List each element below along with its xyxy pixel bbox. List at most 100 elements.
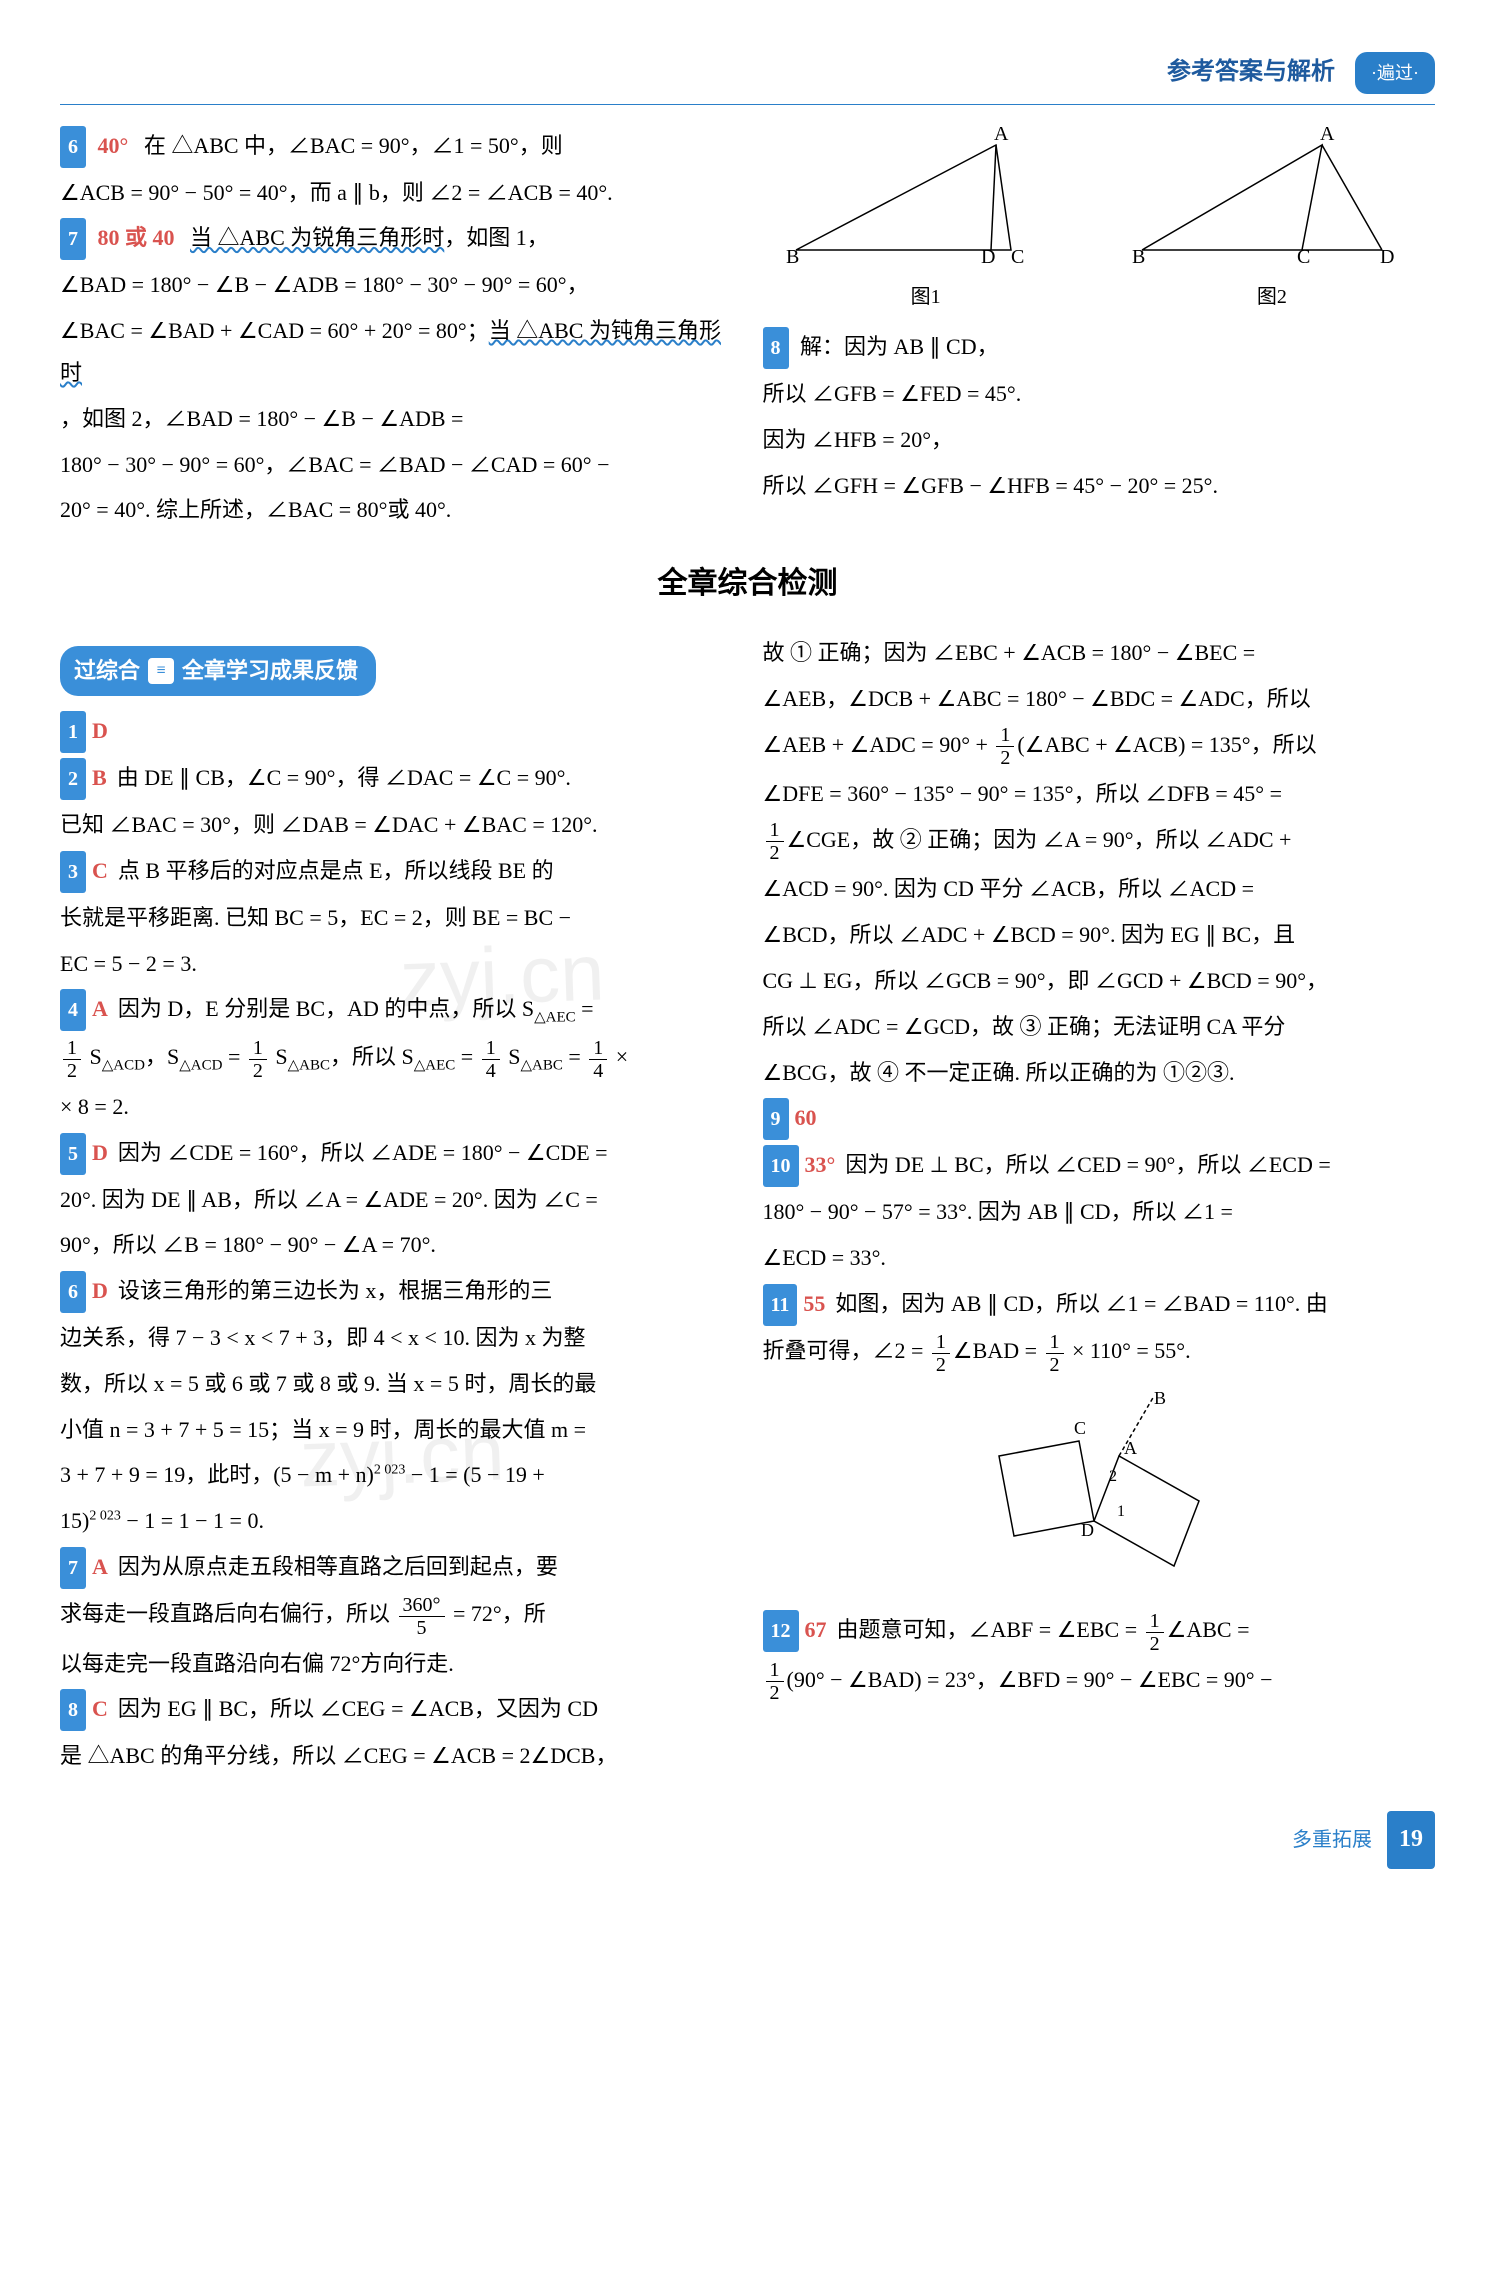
frac-half-r: 12 [996, 724, 1014, 769]
q7-t6: 20° = 40°. 综上所述，∠BAC = 80°或 40°. [60, 489, 733, 531]
q6-t5: 3 + 7 + 9 = 19，此时，(5 − m + n)2 023 − 1 =… [60, 1454, 733, 1496]
cont1: 故 ① 正确；因为 ∠EBC + ∠ACB = 180° − ∠BEC = [763, 632, 1436, 674]
q5-t2: 20°. 因为 DE ∥ AB，所以 ∠A = ∠ADE = 20°. 因为 ∠… [60, 1179, 733, 1221]
q2-t2: 已知 ∠BAC = 30°，则 ∠DAB = ∠DAC + ∠BAC = 120… [60, 804, 733, 846]
frac-half2: 12 [249, 1037, 267, 1082]
top-right-column: A B D C 图1 A B C D 图2 [763, 125, 1436, 536]
q6-t7: 15)2 023 − 1 = 1 − 1 = 0. [60, 1500, 733, 1542]
q4-num: 4 [60, 989, 86, 1031]
q4-frac-line: 12 S△ACD，S△ACD = 12 S△ABC，所以 S△AEC = 14 … [60, 1036, 733, 1081]
list-icon: ≡ [148, 658, 174, 684]
q6-text: 在 △ABC 中，∠BAC = 90°，∠1 = 50°，则 [144, 133, 563, 158]
q6-answer: 40° [98, 133, 129, 158]
q10-num: 10 [763, 1145, 799, 1187]
q8-t2: 是 △ABC 的角平分线，所以 ∠CEG = ∠ACB = 2∠DCB， [60, 1735, 733, 1777]
frac-360-5: 360°5 [399, 1594, 445, 1639]
svg-text:1: 1 [1117, 1503, 1125, 1520]
frac-half-r3: 12 [932, 1331, 950, 1376]
cont2: ∠AEB，∠DCB + ∠ABC = 180° − ∠BDC = ∠ADC，所以 [763, 678, 1436, 720]
svg-text:A: A [1320, 125, 1335, 145]
q7-number: 7 [60, 218, 86, 260]
top-section: 6 40° 在 △ABC 中，∠BAC = 90°，∠1 = 50°，则 ∠AC… [60, 125, 1435, 536]
q9: 960 [763, 1097, 1436, 1140]
q5: 5D因为 ∠CDE = 160°，所以 ∠ADE = 180° − ∠CDE = [60, 1132, 733, 1175]
q7-t3a: ∠BAC = ∠BAD + ∠CAD = 60° + 20° = 80°；当 △… [60, 310, 733, 394]
cont6: ∠ACD = 90°. 因为 CD 平分 ∠ACB，所以 ∠ACD = [763, 868, 1436, 910]
q7b: 7A因为从原点走五段相等直路之后回到起点，要 [60, 1546, 733, 1589]
q10-ans: 33° [805, 1152, 836, 1177]
cont8: CG ⊥ EG，所以 ∠GCB = 90°，即 ∠GCD + ∠BCD = 90… [763, 960, 1436, 1002]
q8-t1: 解：因为 AB ∥ CD， [800, 334, 999, 359]
q1-num: 1 [60, 711, 86, 753]
frac-quarter2: 14 [589, 1037, 607, 1082]
frac-half-r5: 12 [1146, 1610, 1164, 1655]
cont5: 12∠CGE，故 ② 正确；因为 ∠A = 90°，所以 ∠ADC + [763, 819, 1436, 864]
svg-text:B: B [1132, 246, 1145, 265]
svg-text:2: 2 [1109, 1468, 1117, 1485]
q4-ans: A [92, 996, 108, 1021]
q4: 4A因为 D，E 分别是 BC，AD 的中点，所以 S△AEC = [60, 988, 733, 1032]
q10: 1033°因为 DE ⊥ BC，所以 ∠CED = 90°，所以 ∠ECD = [763, 1144, 1436, 1187]
q7b-ans: A [92, 1554, 108, 1579]
q8-number: 8 [763, 327, 789, 369]
page-header: 参考答案与解析 ·遍过· [60, 50, 1435, 105]
q12-num: 12 [763, 1610, 799, 1652]
q3-num: 3 [60, 851, 86, 893]
q8-t2: 所以 ∠GFB = ∠FED = 45°. [763, 373, 1436, 415]
footer-label: 多重拓展 [1292, 1821, 1372, 1859]
frac-half: 12 [63, 1037, 81, 1082]
triangle-diagram-2: A B C D [1122, 125, 1422, 265]
svg-text:C: C [1297, 246, 1310, 265]
triangle-diagram-1: A B D C [776, 125, 1076, 265]
svg-text:B: B [1154, 1388, 1166, 1408]
q2-num: 2 [60, 758, 86, 800]
q11-num: 11 [763, 1284, 798, 1326]
q6b: 6D设该三角形的第三边长为 x，根据三角形的三 [60, 1270, 733, 1313]
main-left-column: 过综合 ≡ 全章学习成果反馈 1D 2B由 DE ∥ CB，∠C = 90°，得… [60, 632, 733, 1781]
svg-text:A: A [994, 125, 1009, 145]
subheading-title: 全章学习成果反馈 [182, 650, 358, 692]
q6-text2: ∠ACB = 90° − 50° = 40°，而 a ∥ b，则 ∠2 = ∠A… [60, 172, 733, 214]
q8b: 8C因为 EG ∥ BC，所以 ∠CEG = ∠ACB，又因为 CD [60, 1688, 733, 1731]
svg-text:D: D [1380, 246, 1394, 265]
q7-t2: ∠BAD = 180° − ∠B − ∠ADB = 180° − 30° − 9… [60, 264, 733, 306]
cont7: ∠BCD，所以 ∠ADC + ∠BCD = 90°. 因为 EG ∥ BC，且 [763, 914, 1436, 956]
fold-svg: C A B D 1 2 [969, 1386, 1229, 1586]
q8b-ans: C [92, 1696, 108, 1721]
main-section: 过综合 ≡ 全章学习成果反馈 1D 2B由 DE ∥ CB，∠C = 90°，得… [60, 632, 1435, 1781]
cont10: ∠BCG，故 ④ 不一定正确. 所以正确的为 ①②③. [763, 1052, 1436, 1094]
q5-num: 5 [60, 1133, 86, 1175]
q3: 3C点 B 平移后的对应点是点 E，所以线段 BE 的 [60, 850, 733, 893]
frac-half-r4: 12 [1046, 1331, 1064, 1376]
main-right-column: 故 ① 正确；因为 ∠EBC + ∠ACB = 180° − ∠BEC = ∠A… [763, 632, 1436, 1781]
q7b-num: 7 [60, 1547, 86, 1589]
subheading: 过综合 ≡ 全章学习成果反馈 [60, 646, 376, 696]
frac-quarter: 14 [482, 1037, 500, 1082]
q10-t3: ∠ECD = 33°. [763, 1237, 1436, 1279]
q8-line: 8 解：因为 AB ∥ CD， [763, 326, 1436, 369]
q5-t3: 90°，所以 ∠B = 180° − 90° − ∠A = 70°. [60, 1224, 733, 1266]
q12: 1267由题意可知，∠ABF = ∠EBC = 12∠ABC = [763, 1609, 1436, 1654]
q7-t2: 求每走一段直路后向右偏行，所以 360°5 = 72°，所 [60, 1593, 733, 1638]
q7-line: 7 80 或 40 当 △ABC 为锐角三角形时，如图 1， [60, 217, 733, 260]
diagram-1-label: 图1 [763, 278, 1089, 316]
q8b-num: 8 [60, 1689, 86, 1731]
top-left-column: 6 40° 在 △ABC 中，∠BAC = 90°，∠1 = 50°，则 ∠AC… [60, 125, 733, 536]
q3-t3: EC = 5 − 2 = 3. [60, 943, 733, 985]
cont9: 所以 ∠ADC = ∠GCD，故 ③ 正确；无法证明 CA 平分 [763, 1006, 1436, 1048]
q9-ans: 60 [795, 1105, 817, 1130]
cont4: ∠DFE = 360° − 135° − 90° = 135°，所以 ∠DFB … [763, 773, 1436, 815]
cont3: ∠AEB + ∠ADC = 90° + 12(∠ABC + ∠ACB) = 13… [763, 724, 1436, 769]
q8-t3: 因为 ∠HFB = 20°， [763, 419, 1436, 461]
svg-text:C: C [1074, 1418, 1086, 1438]
diagram-2: A B C D 图2 [1109, 125, 1435, 317]
diagram-2-label: 图2 [1109, 278, 1435, 316]
frac-half-r6: 12 [766, 1659, 784, 1704]
q7-t5: 180° − 30° − 90° = 60°，∠BAC = ∠BAD − ∠CA… [60, 444, 733, 486]
q9-num: 9 [763, 1098, 789, 1140]
q8-t4: 所以 ∠GFH = ∠GFB − ∠HFB = 45° − 20° = 25°. [763, 465, 1436, 507]
q11: 1155如图，因为 AB ∥ CD，所以 ∠1 = ∠BAD = 110°. 由 [763, 1283, 1436, 1326]
q1: 1D [60, 710, 733, 753]
q7-t1: ，如图 1， [444, 225, 549, 250]
q12-ans: 67 [805, 1617, 827, 1642]
